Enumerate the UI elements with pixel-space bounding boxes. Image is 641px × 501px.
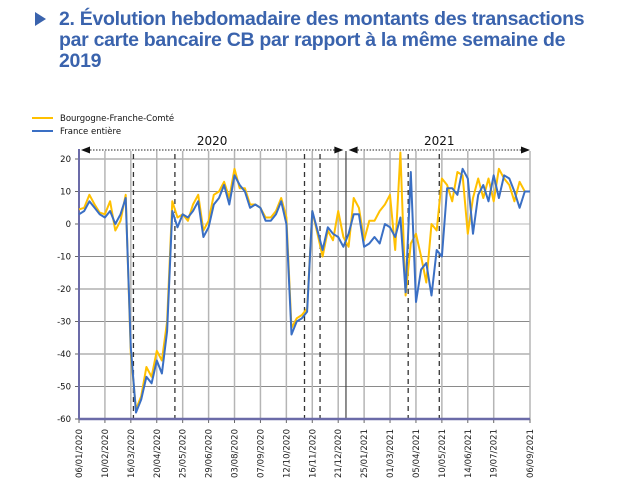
arrow-left-icon <box>81 146 90 154</box>
y-tick-label: -50 <box>57 383 71 393</box>
y-tick-label: 0 <box>66 220 71 230</box>
x-tick-label: 06/01/2020 <box>75 429 85 478</box>
period-label: 2021 <box>424 134 455 148</box>
x-tick-label: 03/08/2020 <box>231 429 241 478</box>
y-axis-ticks: 20 10 0 -10 -20 -30 -40 -50 -60 <box>57 155 79 425</box>
x-tick-label: 07/09/2020 <box>256 429 266 478</box>
period-label: 2020 <box>197 134 228 148</box>
y-tick-label: 10 <box>60 188 71 198</box>
x-tick-label: 20/04/2020 <box>153 429 163 478</box>
x-tick-label: 21/12/2020 <box>334 429 344 478</box>
chart-title: 2. Évolution hebdomadaire des montants d… <box>35 9 595 72</box>
x-tick-label: 29/06/2020 <box>205 429 215 478</box>
x-tick-label: 10/05/2021 <box>438 429 448 478</box>
x-tick-label: 16/03/2020 <box>127 429 137 478</box>
x-tick-label: 25/05/2020 <box>179 429 189 478</box>
axes <box>78 149 530 421</box>
arrow-right-icon <box>521 146 530 154</box>
triangle-right-icon <box>35 12 46 26</box>
chart-title-text: 2. Évolution hebdomadaire des montants d… <box>59 8 585 72</box>
legend: Bourgogne-Franche-Comté France entière <box>32 113 174 137</box>
x-tick-label: 16/11/2020 <box>308 429 318 478</box>
period-annotations: 2020 2021 <box>81 134 530 154</box>
arrow-right-icon <box>334 146 344 154</box>
y-tick-label: -10 <box>57 253 71 263</box>
x-tick-label: 25/01/2021 <box>360 429 370 478</box>
series-lines <box>78 151 531 414</box>
series-line-france-entiere <box>78 167 530 414</box>
arrow-left-icon <box>348 146 358 154</box>
x-tick-label: 10/02/2020 <box>101 429 111 478</box>
x-tick-label: 12/10/2020 <box>282 429 292 478</box>
x-tick-label: 06/09/2021 <box>526 429 536 478</box>
x-tick-label: 05/04/2021 <box>412 429 422 478</box>
y-tick-label: -30 <box>57 318 71 328</box>
series-line-bourgogne-franche-comte <box>78 151 530 411</box>
x-tick-label: 14/06/2021 <box>464 429 474 478</box>
legend-label-france: France entière <box>60 126 121 137</box>
y-tick-label: 20 <box>60 155 71 165</box>
x-tick-label: 19/07/2021 <box>490 429 500 478</box>
x-axis-ticks: 06/01/2020 10/02/2020 16/03/2020 20/04/2020… <box>75 419 536 478</box>
legend-label-bfc: Bourgogne-Franche-Comté <box>60 113 174 124</box>
y-tick-label: -20 <box>57 285 71 295</box>
y-tick-label: -60 <box>57 415 71 425</box>
x-tick-label: 01/03/2021 <box>386 429 396 478</box>
y-tick-label: -40 <box>57 350 71 360</box>
